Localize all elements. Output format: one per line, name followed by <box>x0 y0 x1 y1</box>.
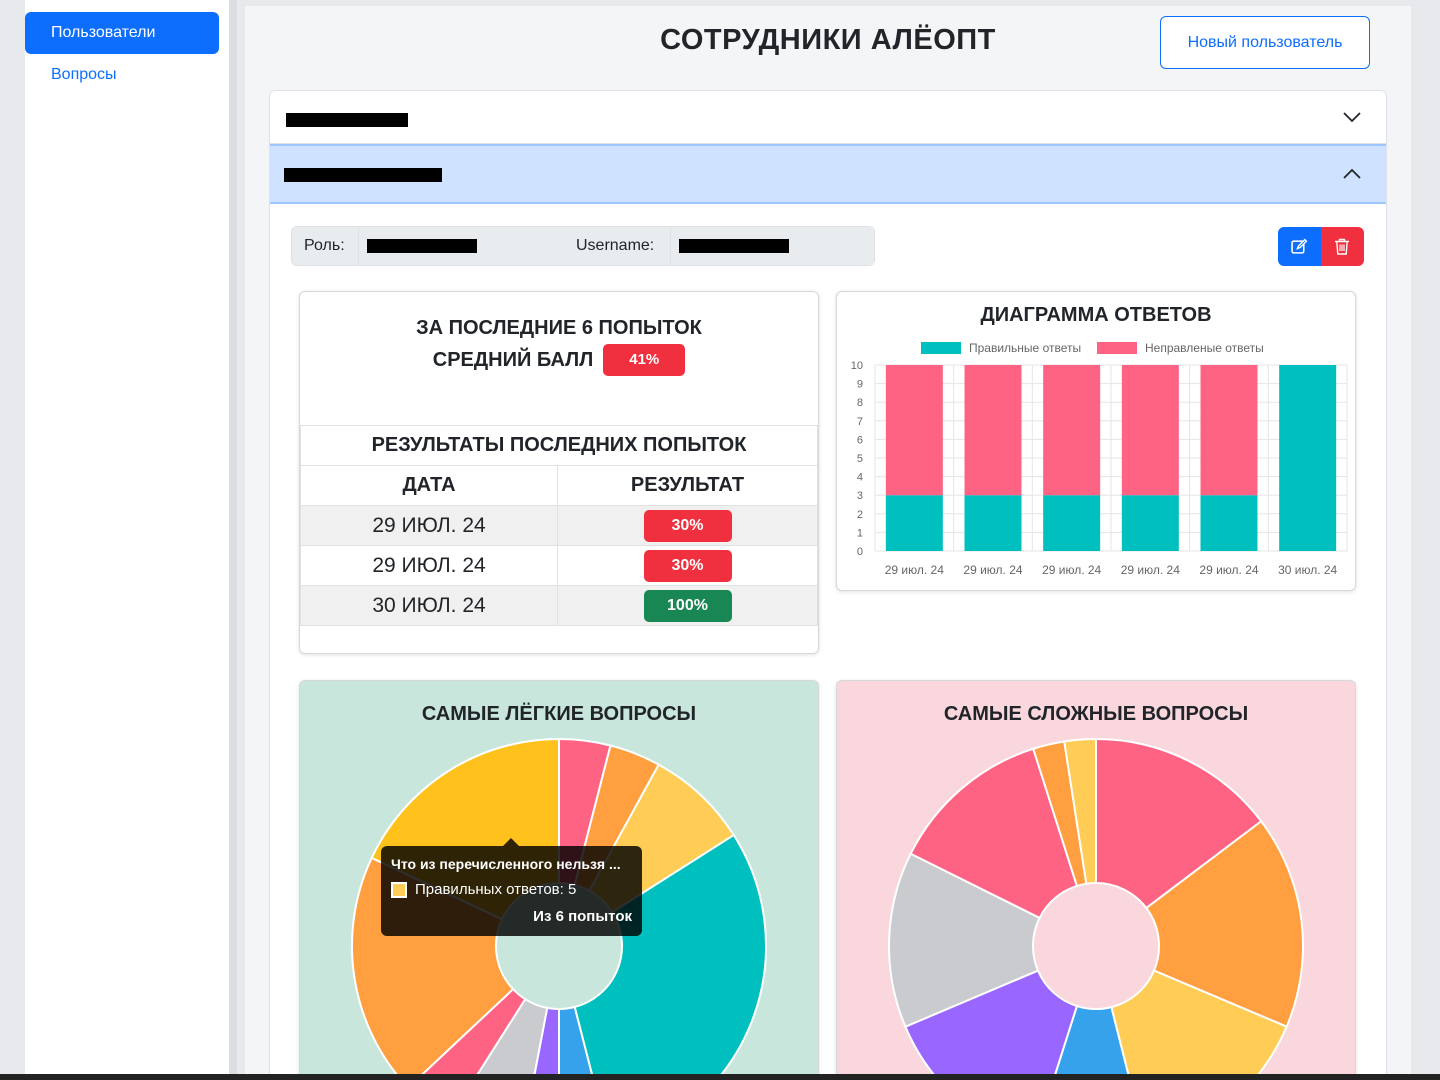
bar-segment <box>964 365 1022 496</box>
page-title: СОТРУДНИКИ АЛЁОПТ <box>660 24 996 56</box>
sidebar-item-questions[interactable]: Вопросы <box>51 66 117 83</box>
taskbar-strip <box>0 1074 1440 1080</box>
row-date: 29 ИЮЛ. 24 <box>300 505 558 546</box>
pie-slice <box>558 1005 595 1079</box>
answers-bar-chart: Правильные ответы Неправленые ответы 0 1 2 3 4… <box>851 341 1348 577</box>
x-tick-label: 29 июл. 24 <box>1042 563 1101 577</box>
answers-chart-card: ДИАГРАММА ОТВЕТОВ Правильные ответы Непра… <box>836 291 1356 591</box>
redacted-username <box>679 239 789 253</box>
pie-slice <box>1052 1004 1131 1079</box>
chevron-up-icon[interactable] <box>1340 162 1364 186</box>
pie-slice <box>1110 969 1288 1079</box>
role-label: Роль: <box>304 237 345 254</box>
tooltip-footer: Из 6 попыток <box>533 908 632 925</box>
y-tick-label: 1 <box>857 527 863 539</box>
y-tick-label: 2 <box>857 509 863 521</box>
result-badge: 30% <box>643 549 732 582</box>
tooltip-swatch <box>391 882 407 898</box>
redacted-role <box>367 239 477 253</box>
y-tick-label: 0 <box>857 546 863 558</box>
avg-score-badge: 41% <box>603 344 686 376</box>
avg-score-label: СРЕДНИЙ БАЛЛ <box>432 349 594 371</box>
table-row: 29 ИЮЛ. 24 30% <box>300 545 818 586</box>
accordion-item-user-1[interactable] <box>270 91 1386 144</box>
sidebar: Пользователи Вопросы <box>25 0 237 1074</box>
pie-slice <box>573 833 767 1079</box>
bar-segment <box>1121 495 1179 551</box>
legend-label: Правильные ответы <box>969 341 1081 355</box>
y-tick-label: 8 <box>857 397 863 409</box>
chart-tooltip: Что из перечисленного нельзя ... Правиль… <box>381 838 642 936</box>
new-user-button[interactable]: Новый пользователь <box>1160 16 1370 69</box>
result-badge: 100% <box>643 589 732 622</box>
users-accordion: Роль: Username: ЗА ПОСЛ <box>269 90 1387 1080</box>
pie-slice <box>1144 819 1304 1028</box>
pie-slice <box>888 852 1041 1028</box>
bar-segment <box>885 495 943 551</box>
bar-segment <box>1200 495 1258 551</box>
sidebar-item-users[interactable]: Пользователи <box>25 12 219 54</box>
chevron-down-icon[interactable] <box>1340 105 1364 129</box>
main-content: СОТРУДНИКИ АЛЁОПТ Новый пользователь Рол… <box>245 6 1411 1080</box>
result-badge: 30% <box>643 509 732 542</box>
attempts-heading: ЗА ПОСЛЕДНИЕ 6 ПОПЫТОК <box>416 317 702 339</box>
bar-segment <box>1043 365 1101 496</box>
col-header-date: ДАТА <box>300 465 558 506</box>
x-tick-label: 29 июл. 24 <box>963 563 1022 577</box>
username-value <box>670 227 874 265</box>
stats-card: ЗА ПОСЛЕДНИЕ 6 ПОПЫТОК СРЕДНИЙ БАЛЛ 41% … <box>299 291 819 654</box>
x-tick-label: 29 июл. 24 <box>885 563 944 577</box>
delete-user-button[interactable] <box>1321 227 1364 266</box>
y-tick-label: 4 <box>857 472 863 484</box>
col-header-result: РЕЗУЛЬТАТ <box>557 465 818 506</box>
bar-chart-title: ДИАГРАММА ОТВЕТОВ <box>980 304 1212 326</box>
easy-questions-card: САМЫЕ ЛЁГКИЕ ВОПРОСЫ Что из перечисленно… <box>299 680 819 1079</box>
results-table: РЕЗУЛЬТАТЫ ПОСЛЕДНИХ ПОПЫТОК ДАТА РЕЗУЛЬ… <box>300 425 818 626</box>
accordion-item-user-2[interactable] <box>270 144 1386 204</box>
bar-segment <box>964 495 1022 551</box>
bar-segment <box>1043 495 1101 551</box>
redacted-user-name <box>286 113 408 127</box>
pie-slice <box>904 969 1079 1079</box>
y-tick-label: 9 <box>857 379 863 391</box>
bar-segment <box>1121 365 1179 496</box>
x-tick-label: 29 июл. 24 <box>1199 563 1258 577</box>
y-tick-label: 5 <box>857 453 863 465</box>
x-tick-label: 30 июл. 24 <box>1278 563 1337 577</box>
y-tick-label: 10 <box>851 360 863 372</box>
hard-questions-card: САМЫЕ СЛОЖНЫЕ ВОПРОСЫ <box>836 680 1356 1080</box>
edit-icon <box>1291 238 1308 254</box>
hard-chart-title: САМЫЕ СЛОЖНЫЕ ВОПРОСЫ <box>943 703 1249 725</box>
row-date: 30 ИЮЛ. 24 <box>300 585 558 626</box>
pie-slice <box>1095 737 1263 910</box>
tooltip-body: Правильных ответов: 5 <box>415 881 577 898</box>
legend-swatch <box>1097 342 1137 354</box>
bar-segment <box>885 365 943 496</box>
bar-segment <box>1279 365 1337 551</box>
table-row: 29 ИЮЛ. 24 30% <box>300 505 818 546</box>
redacted-user-name <box>284 168 442 182</box>
pie-slice <box>1063 737 1097 885</box>
username-label: Username: <box>576 237 655 254</box>
y-tick-label: 6 <box>857 434 863 446</box>
pie-slice <box>473 997 549 1079</box>
easy-chart-title: САМЫЕ ЛЁГКИЕ ВОПРОСЫ <box>421 703 697 725</box>
bar-segment <box>1200 365 1258 496</box>
role-value <box>358 227 564 265</box>
legend-swatch <box>921 342 961 354</box>
pie-slice <box>909 747 1079 920</box>
trash-icon <box>1335 238 1349 255</box>
y-tick-label: 7 <box>857 416 863 428</box>
table-row: 30 ИЮЛ. 24 100% <box>300 585 818 626</box>
y-tick-label: 3 <box>857 490 863 502</box>
hard-questions-pie[interactable] <box>837 681 1355 1080</box>
edit-user-button[interactable] <box>1278 227 1321 266</box>
user-info-group: Роль: Username: <box>291 226 875 266</box>
legend-label: Неправленые ответы <box>1145 341 1264 355</box>
row-date: 29 ИЮЛ. 24 <box>300 545 558 586</box>
x-tick-label: 29 июл. 24 <box>1121 563 1180 577</box>
results-table-title: РЕЗУЛЬТАТЫ ПОСЛЕДНИХ ПОПЫТОК <box>300 425 818 466</box>
tooltip-title: Что из перечисленного нельзя ... <box>391 856 621 872</box>
